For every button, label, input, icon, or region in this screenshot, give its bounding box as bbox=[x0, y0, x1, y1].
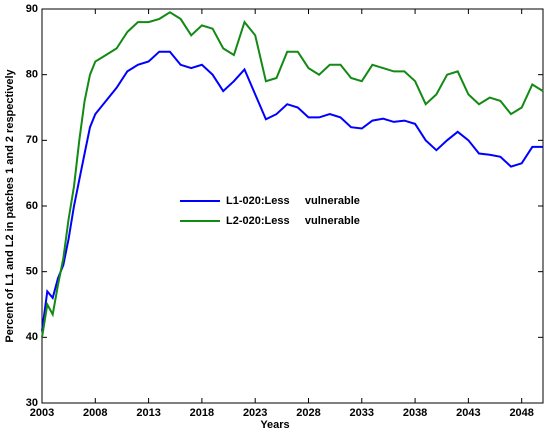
x-tick-label: 2008 bbox=[83, 407, 107, 419]
y-tick-label: 60 bbox=[26, 200, 38, 212]
x-tick-label: 2043 bbox=[456, 407, 480, 419]
x-tick-label: 2033 bbox=[350, 407, 374, 419]
y-tick-label: 80 bbox=[26, 69, 38, 81]
y-tick-label: 50 bbox=[26, 266, 38, 278]
x-tick-label: 2028 bbox=[296, 407, 320, 419]
y-tick-label: 30 bbox=[26, 397, 38, 409]
y-tick-label: 90 bbox=[26, 3, 38, 15]
x-tick-label: 2003 bbox=[30, 407, 54, 419]
data-line bbox=[41, 50, 543, 331]
x-tick-label: 2048 bbox=[509, 407, 533, 419]
x-tick-label: 2038 bbox=[403, 407, 427, 419]
x-tick-label: 2018 bbox=[190, 407, 214, 419]
x-tick-label: 2023 bbox=[243, 407, 267, 419]
x-axis-label: Years bbox=[260, 419, 289, 431]
data-line bbox=[41, 11, 544, 338]
legend-label: L1-020:Less vulnerable bbox=[226, 195, 360, 207]
y-tick-label: 40 bbox=[26, 331, 38, 343]
y-tick-label: 70 bbox=[26, 134, 38, 146]
y-axis-label: Percent of L1 and L2 in patches 1 and 2 … bbox=[4, 68, 16, 342]
x-tick-label: 2013 bbox=[136, 407, 160, 419]
legend-label: L2-020:Less vulnerable bbox=[226, 215, 360, 227]
